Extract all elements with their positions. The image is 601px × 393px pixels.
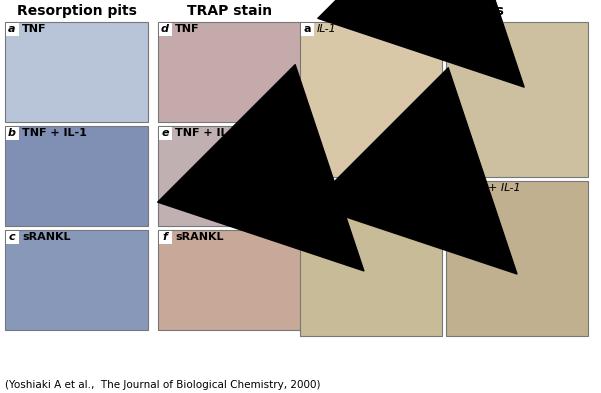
Bar xyxy=(158,126,301,226)
Bar xyxy=(6,23,19,36)
Text: b: b xyxy=(8,128,16,138)
Text: TNF: TNF xyxy=(22,24,46,34)
Text: sRANKL: sRANKL xyxy=(317,183,360,193)
Text: c: c xyxy=(8,232,15,242)
Text: IL-1: IL-1 xyxy=(317,24,337,34)
Bar xyxy=(301,23,314,36)
Text: d: d xyxy=(161,24,169,34)
Bar xyxy=(447,23,460,36)
Text: (Yoshiaki A et al.,  The Journal of Biological Chemistry, 2000): (Yoshiaki A et al., The Journal of Biolo… xyxy=(5,380,320,390)
Bar xyxy=(159,127,172,140)
Bar xyxy=(158,22,301,122)
Text: e: e xyxy=(161,128,169,138)
Bar xyxy=(447,182,460,195)
Text: TNF + IL-1: TNF + IL-1 xyxy=(175,128,240,138)
Text: a: a xyxy=(8,24,16,34)
Bar xyxy=(5,230,148,330)
Text: Resorption pits: Resorption pits xyxy=(17,4,136,18)
Bar xyxy=(159,231,172,244)
Bar xyxy=(5,22,148,122)
Bar xyxy=(300,22,442,177)
Text: TNF: TNF xyxy=(463,24,484,34)
Bar xyxy=(159,23,172,36)
Bar xyxy=(158,230,301,330)
Bar xyxy=(446,181,588,336)
Bar xyxy=(6,127,19,140)
Text: sRANKL: sRANKL xyxy=(22,232,70,242)
Bar xyxy=(300,181,442,336)
Bar xyxy=(301,182,314,195)
Text: TNF: TNF xyxy=(175,24,200,34)
Bar xyxy=(5,126,148,226)
Text: TRAP stain: TRAP stain xyxy=(187,4,272,18)
Text: d: d xyxy=(449,183,457,193)
Text: a: a xyxy=(304,24,311,34)
Text: Resorption pits: Resorption pits xyxy=(384,4,504,18)
Text: b: b xyxy=(303,183,311,193)
Text: c: c xyxy=(450,24,456,34)
Text: TNF + IL-1: TNF + IL-1 xyxy=(463,183,520,193)
Text: f: f xyxy=(162,232,168,242)
Text: sRANKL: sRANKL xyxy=(175,232,224,242)
Bar xyxy=(446,22,588,177)
Bar xyxy=(6,231,19,244)
Text: TNF + IL-1: TNF + IL-1 xyxy=(22,128,87,138)
